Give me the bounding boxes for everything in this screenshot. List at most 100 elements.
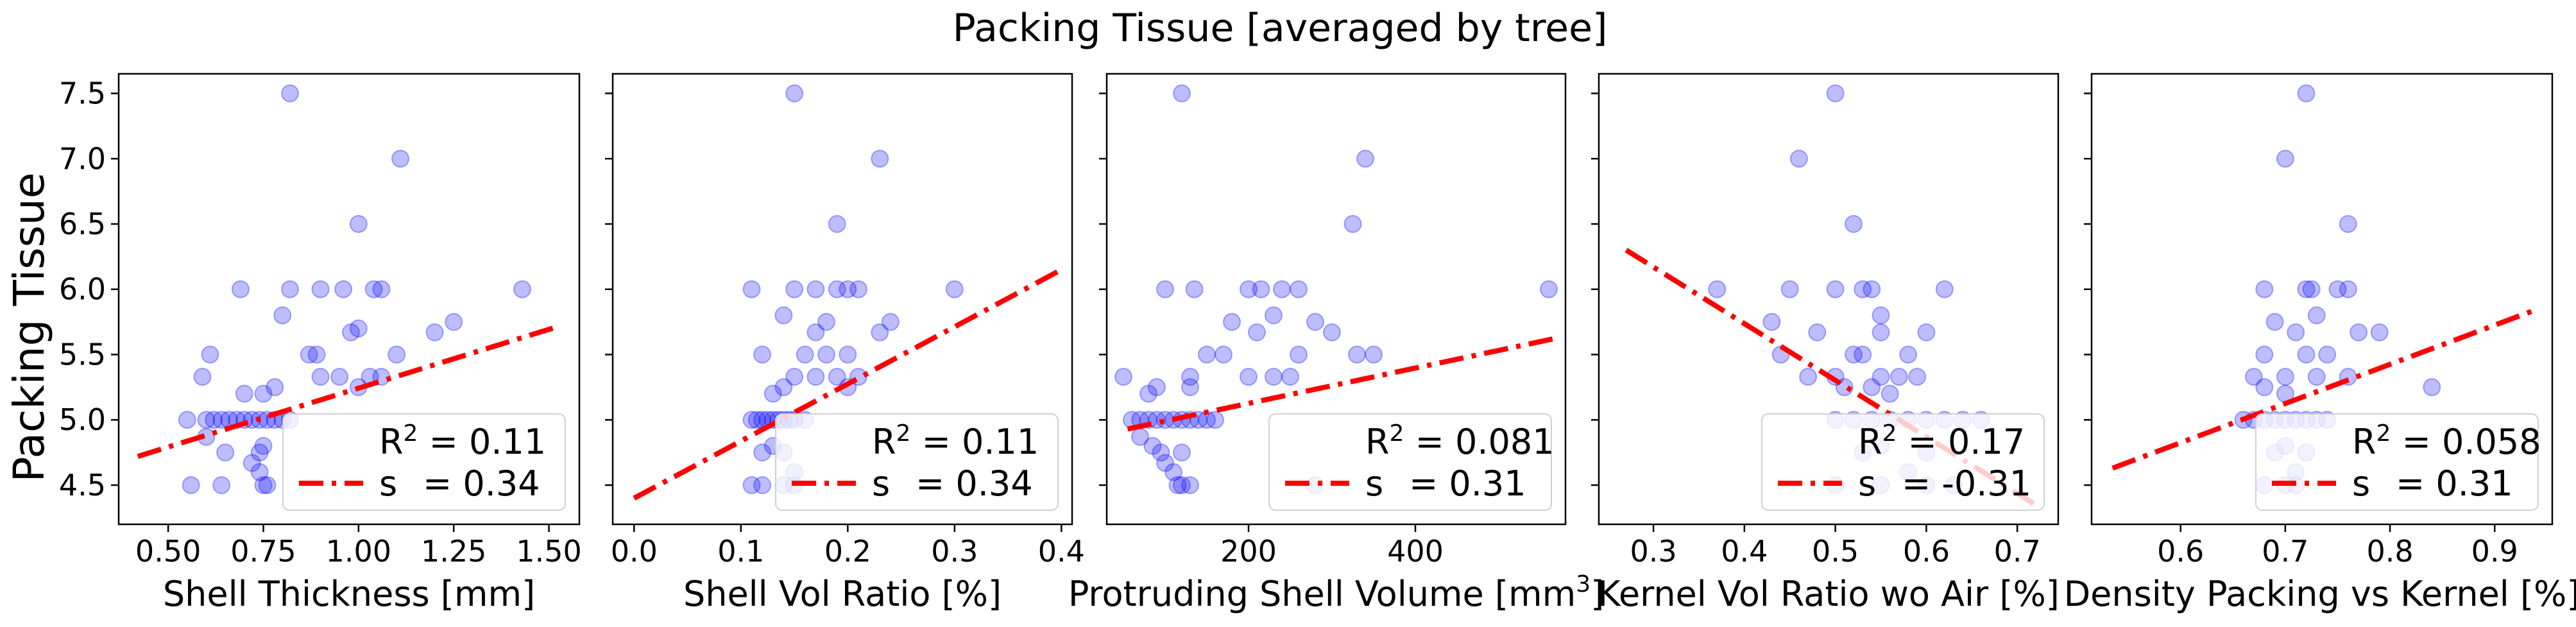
data-point bbox=[1908, 368, 1927, 386]
legend-box bbox=[1761, 413, 2045, 511]
data-point bbox=[1181, 368, 1199, 386]
data-point bbox=[1356, 150, 1374, 168]
data-point bbox=[2307, 306, 2326, 325]
data-point bbox=[2339, 280, 2357, 298]
data-point bbox=[182, 476, 200, 494]
data-point bbox=[2255, 280, 2274, 298]
data-point bbox=[1131, 427, 1149, 446]
data-point bbox=[281, 280, 299, 298]
legend-s: s = 0.31 bbox=[2352, 463, 2513, 504]
data-point bbox=[254, 384, 273, 403]
data-point bbox=[2318, 345, 2337, 364]
data-point bbox=[1173, 476, 1191, 494]
data-point bbox=[2350, 323, 2368, 341]
data-point bbox=[1181, 378, 1199, 397]
legend: R2 = 0.11s = 0.34 bbox=[775, 413, 1059, 511]
data-point bbox=[1265, 306, 1283, 325]
data-point bbox=[742, 411, 761, 429]
data-point bbox=[2287, 323, 2305, 341]
data-point bbox=[1808, 323, 1827, 341]
x-tick-label: 1.50 bbox=[516, 534, 581, 569]
data-point bbox=[258, 476, 277, 494]
data-point bbox=[1323, 323, 1341, 341]
data-point bbox=[1240, 368, 1258, 386]
data-point bbox=[742, 476, 761, 494]
data-point bbox=[2297, 84, 2316, 103]
x-axis-label: Shell Vol Ratio [%] bbox=[683, 574, 1002, 614]
data-point bbox=[785, 84, 804, 103]
data-point bbox=[806, 280, 825, 298]
data-point bbox=[307, 345, 326, 364]
x-tick-label: 0.50 bbox=[135, 534, 201, 569]
data-point bbox=[2370, 323, 2389, 341]
data-point bbox=[205, 411, 223, 429]
data-point bbox=[774, 306, 793, 325]
data-point bbox=[1935, 280, 1954, 298]
data-point bbox=[1114, 368, 1132, 386]
data-point bbox=[753, 476, 772, 494]
axes-frame bbox=[1598, 73, 2060, 526]
data-point bbox=[2276, 150, 2294, 168]
data-point bbox=[1540, 280, 1558, 298]
data-point bbox=[817, 345, 835, 364]
x-tick-label: 0.9 bbox=[2471, 534, 2518, 569]
data-point bbox=[231, 280, 250, 298]
data-point bbox=[763, 384, 782, 403]
data-point bbox=[1863, 378, 1881, 397]
data-point bbox=[747, 411, 766, 429]
legend: R2 = 0.17s = -0.31 bbox=[1761, 413, 2045, 511]
data-point bbox=[243, 454, 261, 472]
data-point bbox=[1143, 436, 1162, 455]
data-point bbox=[2297, 345, 2316, 364]
regression-line bbox=[633, 267, 1063, 501]
data-point bbox=[945, 280, 964, 298]
data-point bbox=[817, 313, 835, 331]
data-point bbox=[1173, 84, 1191, 103]
data-point bbox=[1881, 384, 1899, 403]
data-point bbox=[1826, 280, 1845, 298]
data-point bbox=[235, 384, 253, 403]
x-tick-label: 1.00 bbox=[326, 534, 391, 569]
data-point bbox=[1273, 280, 1291, 298]
data-point bbox=[753, 443, 772, 462]
data-point bbox=[1872, 323, 1890, 341]
data-point bbox=[2255, 345, 2274, 364]
data-point bbox=[311, 280, 330, 298]
data-point bbox=[785, 368, 804, 386]
x-axis-label: Kernel Vol Ratio wo Air [%] bbox=[1598, 574, 2060, 614]
x-tick-label: 0.3 bbox=[931, 534, 978, 569]
data-point bbox=[1854, 280, 1872, 298]
x-axis-label: Shell Thickness [mm] bbox=[163, 574, 535, 614]
data-point bbox=[1708, 280, 1727, 298]
x-tick-label: 0.3 bbox=[1630, 534, 1676, 569]
regression-line bbox=[137, 323, 561, 460]
data-point bbox=[796, 345, 814, 364]
legend-box bbox=[1268, 413, 1552, 511]
y-tick-label: 7.0 bbox=[59, 141, 106, 176]
x-tick-label: 0.4 bbox=[1721, 534, 1768, 569]
subplots: R2 = 0.11s = 0.340.50 0.75 1.00 1.25 1.504.55… bbox=[59, 73, 2576, 614]
data-point bbox=[1173, 443, 1191, 462]
data-point bbox=[1168, 476, 1187, 494]
data-point bbox=[445, 313, 463, 331]
data-point bbox=[1854, 345, 1872, 364]
data-point bbox=[753, 345, 772, 364]
data-point bbox=[1789, 150, 1808, 168]
data-point bbox=[300, 345, 318, 364]
data-point bbox=[1206, 411, 1224, 429]
legend-s: s = 0.34 bbox=[379, 463, 540, 504]
data-point bbox=[1863, 280, 1881, 298]
data-point bbox=[1799, 368, 1818, 386]
data-point bbox=[201, 345, 219, 364]
data-point bbox=[1265, 368, 1283, 386]
data-point bbox=[212, 476, 231, 494]
data-point bbox=[1290, 280, 1308, 298]
data-point bbox=[1139, 384, 1157, 403]
data-point bbox=[1306, 313, 1324, 331]
legend-r2: R2 = 0.11 bbox=[379, 420, 546, 462]
data-point bbox=[2276, 368, 2294, 386]
data-point bbox=[2307, 368, 2326, 386]
data-point bbox=[197, 411, 216, 429]
